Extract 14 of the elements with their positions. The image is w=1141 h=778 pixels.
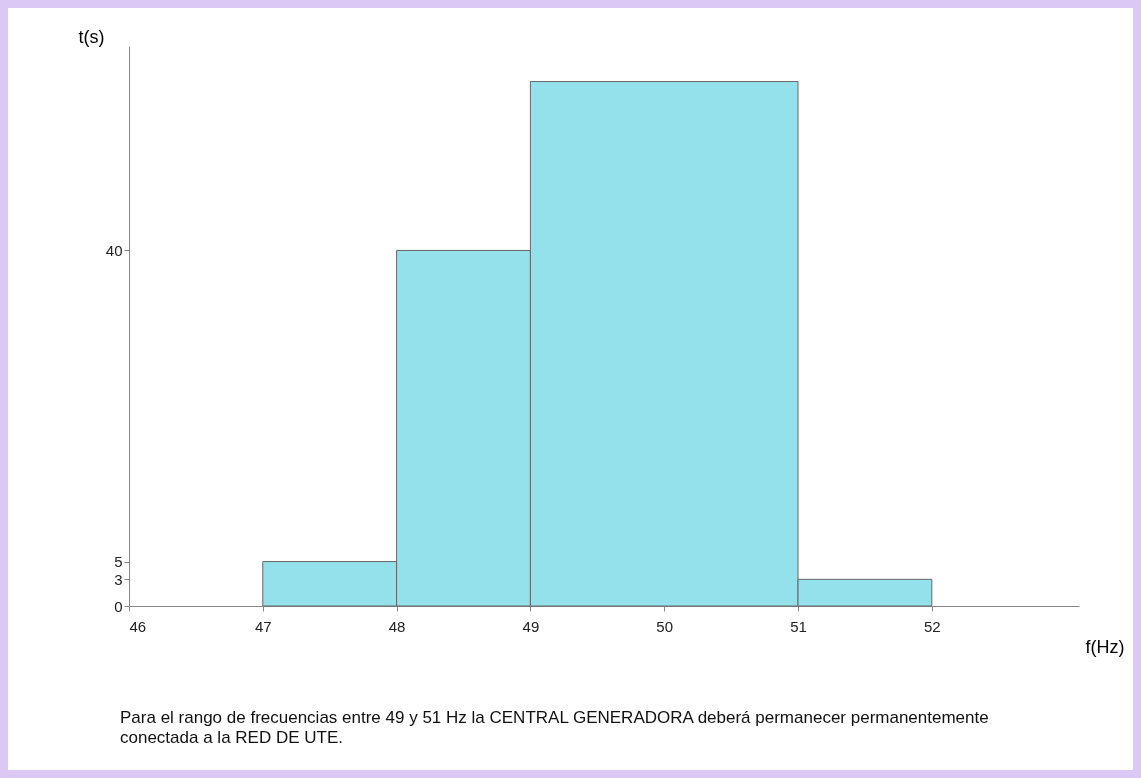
y-tick-label: 5 [114,553,123,571]
x-tick-label: 51 [790,617,807,635]
x-tick-label: 47 [254,617,272,635]
y-tick-label: 0 [114,597,123,615]
x-tick-label: 48 [388,617,406,635]
x-tick-label: 52 [923,617,941,635]
y-tick-label: 3 [114,570,123,588]
x-tick-label: 49 [522,617,540,635]
y-tick-label: 40 [105,241,123,259]
y-axis-title: t(s) [78,26,105,47]
x-tick-label: 50 [656,617,674,635]
x-axis-title: f(Hz) [1085,636,1125,657]
text: Para el rango de frecuencias entre 49 y 51 Hz la CENTRAL GENERADORA deberá permanecer permanentemente conectada a la RED DE UTE. [120,708,990,748]
x-tick-label: 46 [129,617,147,635]
